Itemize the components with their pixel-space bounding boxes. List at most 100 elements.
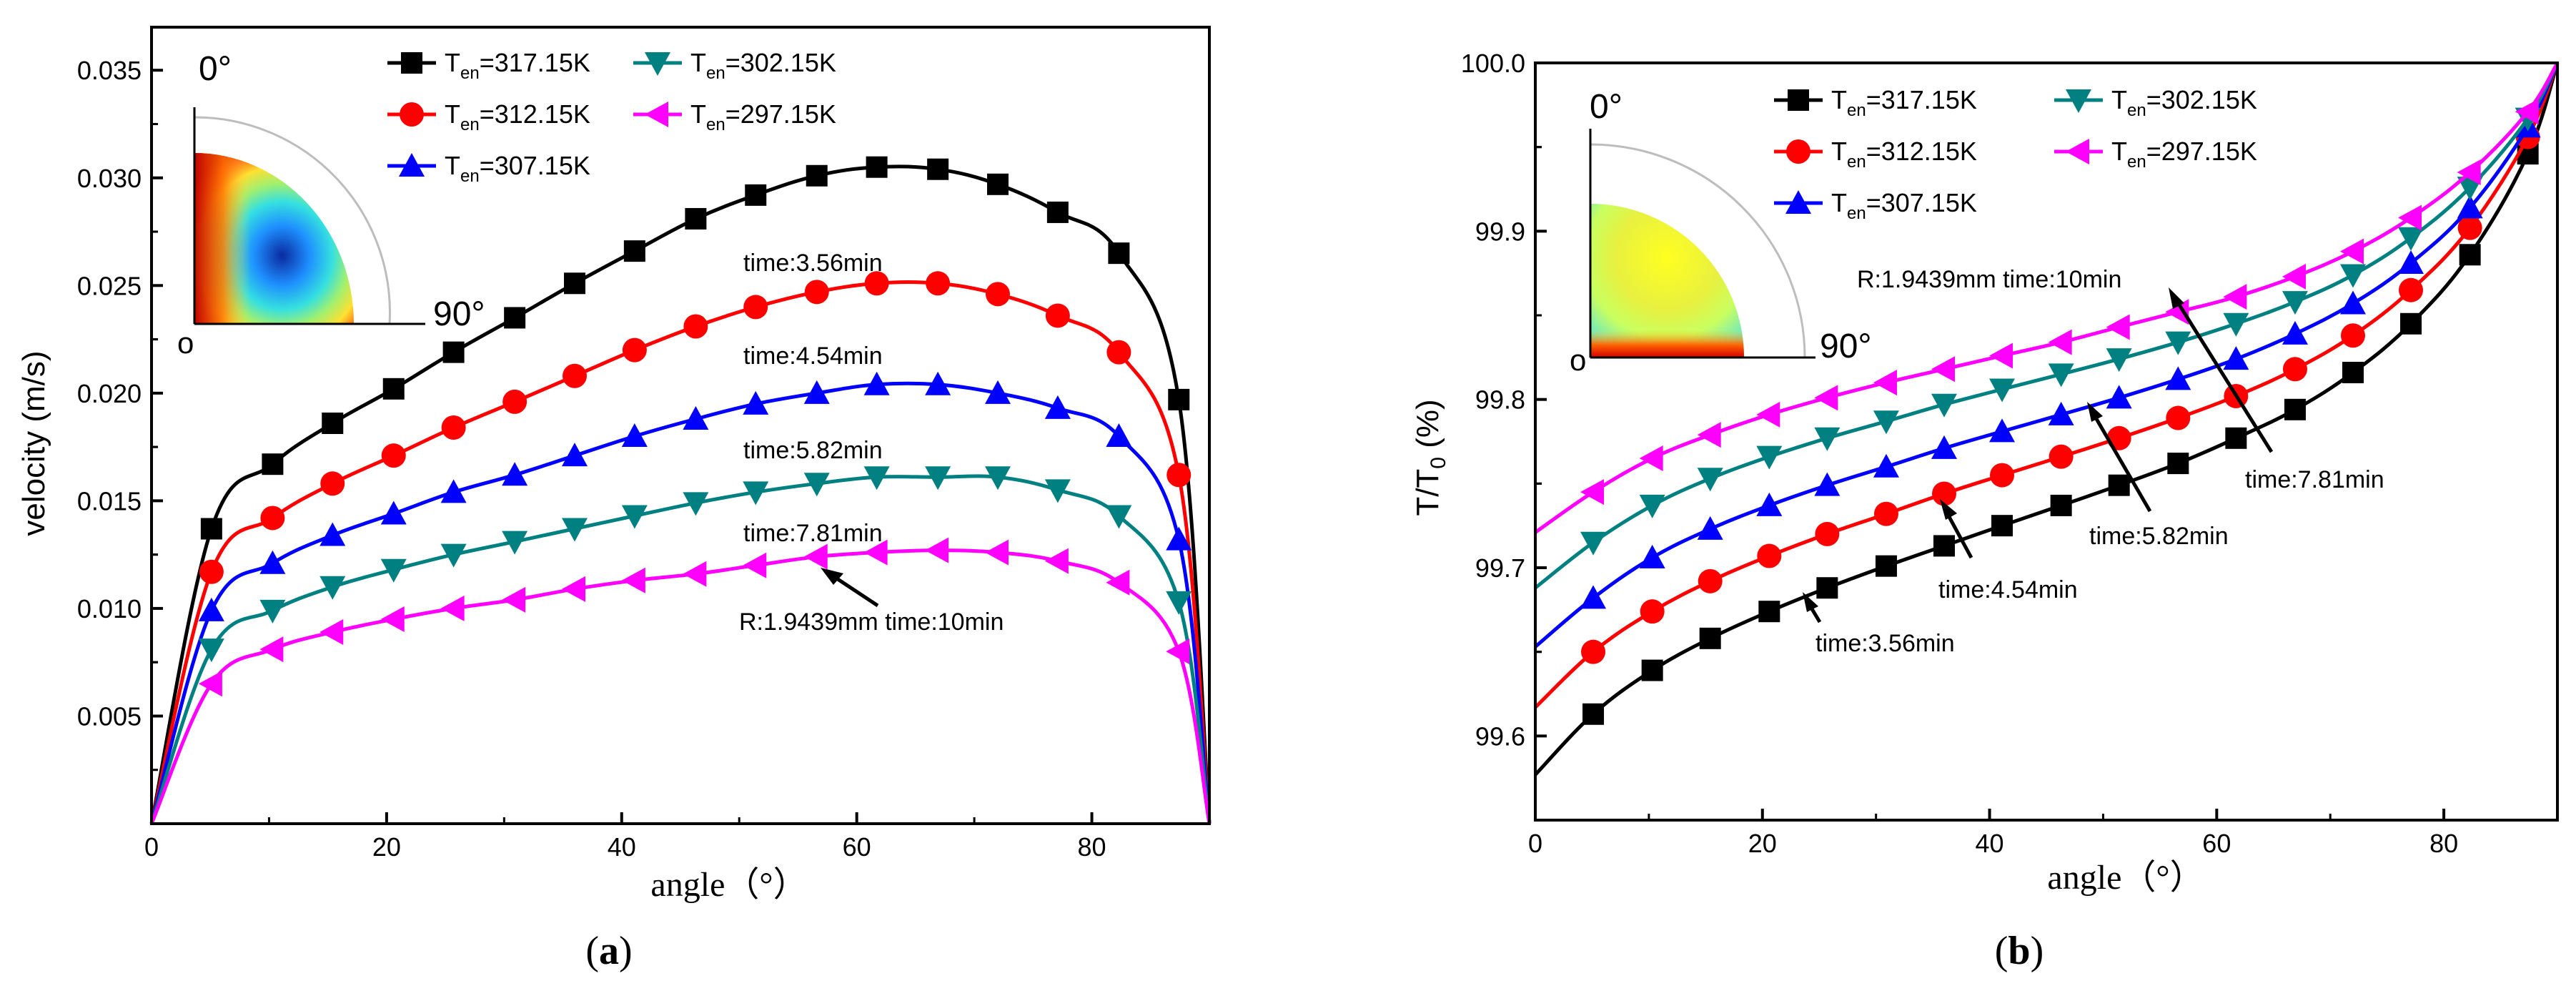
data-point-b-4-5 [1814, 427, 1841, 451]
data-point-a-5-4 [380, 606, 405, 632]
data-point-a-1-17 [1168, 388, 1190, 410]
series-layer-a [149, 156, 1212, 824]
data-point-a-5-6 [502, 586, 526, 613]
annotation-a-4: time:7.81min [743, 520, 883, 547]
x-tick-label-b-3: 40 [1976, 829, 2004, 858]
legend-marker-b-2 [1786, 139, 1810, 164]
data-point-b-1-8 [1991, 515, 2013, 537]
y-tick-label-a-7: 0.035 [77, 56, 142, 85]
legend-label-a-4: Ten=302.15K [690, 48, 836, 83]
data-point-b-2-6 [1873, 501, 1898, 526]
data-point-b-3-13 [2282, 320, 2308, 345]
data-point-b-3-9 [2048, 401, 2074, 425]
legend-marker-a-1 [401, 52, 422, 74]
y-tick-label-a-4: 0.020 [77, 379, 142, 408]
data-point-b-3-16 [2457, 194, 2483, 219]
data-point-a-2-7 [563, 363, 587, 388]
data-point-a-5-15 [1044, 548, 1069, 574]
data-point-a-2-15 [1045, 303, 1070, 328]
data-point-a-5-10 [743, 552, 767, 578]
x-tick-label-a-2: 20 [372, 832, 401, 862]
data-point-a-2-1 [199, 559, 224, 584]
data-point-b-3-1 [1580, 585, 1607, 609]
annotation-a-1: time:3.56min [743, 250, 883, 277]
legend-subscript: en [2127, 152, 2146, 172]
y-axis-label-a: velocity (m/s) [16, 350, 51, 536]
annotation-a-2: time:4.54min [743, 342, 883, 370]
data-point-a-2-13 [926, 271, 951, 296]
data-point-b-1-13 [2284, 398, 2306, 420]
legend-marker-a-3 [399, 153, 425, 177]
data-point-b-5-3 [1697, 422, 1721, 448]
x-tick-label-b-2: 20 [1748, 829, 1777, 858]
data-point-a-2-4 [381, 443, 406, 468]
data-point-a-4-6 [502, 531, 528, 555]
legend-subscript: en [460, 167, 480, 186]
y-tick-label-b-4: 99.9 [1475, 217, 1525, 246]
data-point-b-5-7 [1931, 356, 1955, 383]
x-axis-label-a: angle（°） [650, 866, 807, 904]
plot-frame-a [150, 26, 1211, 825]
data-point-a-2-5 [441, 415, 466, 440]
inset-b: 0° 90° o [1570, 88, 1872, 377]
data-point-a-1-13 [927, 158, 949, 180]
data-point-b-4-9 [2048, 363, 2074, 388]
axes-b: 0 20 40 60 80 99.6 99.7 99.8 99.9 100.0 [1461, 49, 2559, 858]
data-point-a-2-16 [1106, 340, 1131, 365]
data-point-b-1-4 [1758, 601, 1780, 623]
y-tick-label-b-2: 99.7 [1475, 553, 1525, 583]
data-point-b-5-4 [1756, 401, 1780, 428]
legend-label-b-3: Ten=307.15K [1831, 188, 1977, 223]
legend-label-a-2: Ten=312.15K [445, 99, 590, 134]
data-point-b-3-15 [2398, 250, 2424, 275]
data-point-a-4-14 [985, 466, 1011, 490]
x-tick-label-a-3: 40 [608, 832, 636, 862]
data-point-b-1-9 [2050, 494, 2072, 516]
data-point-a-4-9 [683, 492, 709, 516]
data-point-b-3-14 [2340, 290, 2366, 315]
panel-label-b-letter: b [2008, 929, 2030, 973]
data-point-a-3-15 [1044, 395, 1071, 419]
data-point-b-3-7 [1931, 435, 1957, 459]
data-point-b-1-1 [1582, 703, 1605, 725]
legend-label-a-1: Ten=317.15K [445, 48, 590, 83]
legend-label-a-3: Ten=307.15K [445, 151, 590, 186]
data-point-a-2-6 [502, 389, 527, 414]
data-point-a-4-7 [562, 518, 588, 542]
series-line-a-4 [149, 474, 1212, 824]
data-point-a-4-10 [743, 481, 769, 506]
y-tick-label-a-1: 0.005 [77, 701, 142, 731]
data-point-a-4-8 [621, 505, 648, 529]
data-point-a-1-4 [382, 378, 405, 400]
data-point-a-2-12 [864, 271, 889, 296]
legend-subscript: en [2127, 101, 2146, 120]
legend-subscript: en [706, 64, 725, 83]
data-point-a-3-4 [380, 501, 407, 525]
data-point-b-4-12 [2223, 312, 2249, 337]
panel-label-a: (a) [585, 929, 632, 973]
data-point-a-1-14 [987, 173, 1009, 195]
series-line-a-3 [149, 381, 1212, 824]
series-line-b-2 [1534, 62, 2560, 709]
panel-label-a-letter: a [599, 929, 619, 973]
x-axis-label-b: angle（°） [2047, 859, 2204, 897]
annotations-b: R:1.9439mm time:10min time:7.81min time:… [1803, 266, 2384, 657]
data-point-a-2-11 [804, 280, 829, 305]
data-point-b-1-6 [1875, 555, 1897, 577]
axes-a: 0 20 40 60 80 0.005 0.010 0.015 0.020 0.025 0.030 0… [77, 26, 1211, 862]
data-point-b-5-13 [2282, 263, 2306, 290]
data-point-b-4-6 [1873, 410, 1899, 435]
data-point-a-2-9 [683, 314, 708, 339]
data-point-b-1-12 [2225, 427, 2247, 449]
data-point-a-1-16 [1108, 242, 1130, 265]
data-point-b-5-5 [1814, 385, 1838, 411]
series-layer-b [1534, 61, 2560, 777]
data-point-b-3-2 [1639, 544, 1665, 568]
data-point-a-3-12 [863, 371, 890, 395]
panel-label-b: (b) [1995, 929, 2044, 973]
data-point-a-2-17 [1166, 463, 1192, 488]
data-point-a-5-12 [863, 539, 888, 566]
data-point-b-4-3 [1697, 468, 1723, 492]
